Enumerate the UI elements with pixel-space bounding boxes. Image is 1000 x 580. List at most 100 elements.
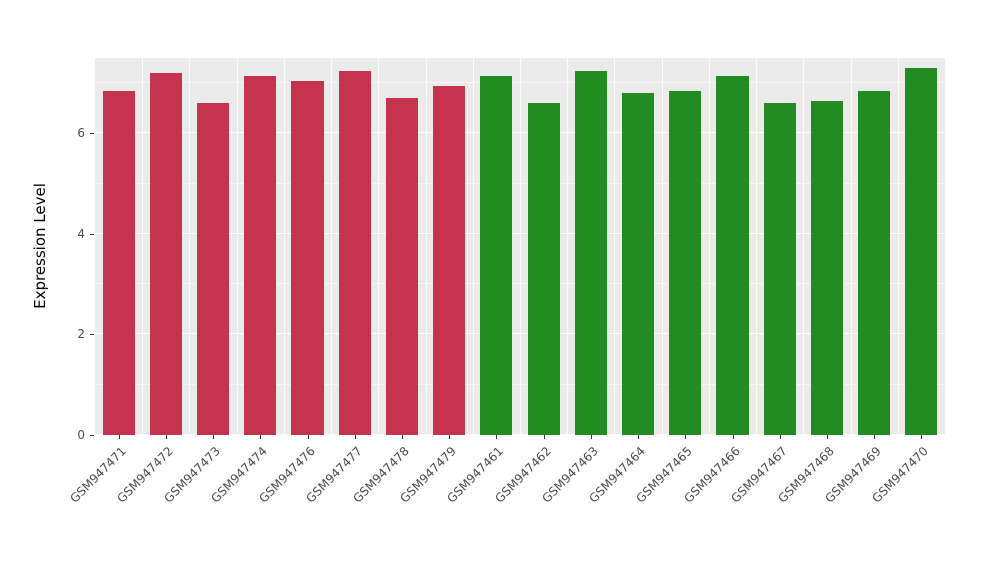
bar-slot bbox=[378, 58, 425, 435]
bar-slot bbox=[520, 58, 567, 435]
bar-slot bbox=[803, 58, 850, 435]
bar-GSM947476 bbox=[291, 80, 324, 435]
bar-slot bbox=[237, 58, 284, 435]
gridline-vertical bbox=[708, 58, 710, 435]
x-tick-label-GSM947465: GSM947465 bbox=[633, 444, 696, 506]
gridline-vertical bbox=[614, 58, 616, 435]
x-tick-mark bbox=[307, 435, 309, 439]
x-tick-mark bbox=[921, 435, 923, 439]
bar-slot bbox=[142, 58, 189, 435]
x-tick-label-GSM947473: GSM947473 bbox=[161, 444, 223, 506]
bar-GSM947473 bbox=[197, 103, 230, 435]
x-tick-label-GSM947462: GSM947462 bbox=[491, 444, 554, 506]
bar-slot bbox=[189, 58, 236, 435]
bar-GSM947461 bbox=[480, 75, 513, 435]
x-tick-mark bbox=[401, 435, 403, 439]
gridline-vertical bbox=[803, 58, 805, 435]
x-tick-mark bbox=[543, 435, 545, 439]
bar-slot bbox=[426, 58, 473, 435]
gridline-vertical bbox=[567, 58, 569, 435]
bar-slot bbox=[851, 58, 898, 435]
bar-GSM947465 bbox=[669, 90, 702, 435]
gridline-vertical bbox=[756, 58, 758, 435]
x-tick-mark bbox=[354, 435, 356, 439]
bar-slot bbox=[567, 58, 614, 435]
bar-slot bbox=[95, 58, 142, 435]
bar-GSM947470 bbox=[905, 68, 938, 435]
x-tick-mark bbox=[685, 435, 687, 439]
bar-slot bbox=[284, 58, 331, 435]
x-tick-label-GSM947479: GSM947479 bbox=[397, 444, 460, 506]
bar-GSM947466 bbox=[716, 75, 749, 435]
x-tick-mark bbox=[779, 435, 781, 439]
x-tick-mark bbox=[213, 435, 215, 439]
x-tick-mark bbox=[874, 435, 876, 439]
bar-slot bbox=[473, 58, 520, 435]
gridline-vertical bbox=[283, 58, 285, 435]
x-tick-mark bbox=[449, 435, 451, 439]
y-tick-mark bbox=[90, 435, 94, 436]
gridline-vertical bbox=[850, 58, 852, 435]
bar-slot bbox=[756, 58, 803, 435]
y-tick-mark bbox=[90, 233, 94, 235]
bar-GSM947472 bbox=[149, 73, 182, 435]
x-tick-label-GSM947470: GSM947470 bbox=[869, 444, 932, 506]
x-tick-label-GSM947461: GSM947461 bbox=[444, 444, 507, 506]
x-tick-mark bbox=[590, 435, 592, 439]
gridline-vertical bbox=[472, 58, 474, 435]
x-tick-label-GSM947474: GSM947474 bbox=[208, 444, 271, 506]
y-tick-label: 0 bbox=[77, 428, 85, 442]
x-tick-label-GSM947471: GSM947471 bbox=[66, 444, 129, 506]
bar-GSM947477 bbox=[338, 70, 371, 435]
plot-panel bbox=[95, 58, 945, 435]
bar-GSM947464 bbox=[621, 93, 655, 435]
bar-slot bbox=[331, 58, 378, 435]
y-tick-label: 2 bbox=[77, 327, 85, 342]
bar-slot bbox=[662, 58, 709, 435]
x-tick-label-GSM947463: GSM947463 bbox=[539, 444, 601, 506]
x-tick-mark bbox=[826, 435, 828, 439]
bar-slot bbox=[898, 58, 945, 435]
x-tick-label-GSM947477: GSM947477 bbox=[303, 444, 365, 506]
bar-GSM947474 bbox=[244, 75, 277, 435]
x-tick-label-GSM947478: GSM947478 bbox=[350, 444, 412, 506]
y-tick-mark bbox=[90, 334, 94, 336]
bar-GSM947467 bbox=[763, 103, 796, 435]
gridline-vertical bbox=[661, 58, 663, 435]
gridline-vertical bbox=[378, 58, 380, 435]
bar-GSM947462 bbox=[527, 103, 560, 435]
gridline-vertical bbox=[189, 58, 191, 435]
y-tick-label: 4 bbox=[77, 226, 85, 241]
x-tick-label-GSM947468: GSM947468 bbox=[775, 444, 837, 506]
y-axis-label: Expression Level bbox=[31, 183, 49, 309]
y-tick-label: 6 bbox=[77, 126, 85, 141]
gridline-vertical bbox=[425, 58, 427, 435]
x-tick-label-GSM947476: GSM947476 bbox=[255, 444, 318, 506]
gridline-vertical bbox=[897, 58, 899, 435]
gridline-vertical bbox=[236, 58, 238, 435]
x-tick-mark bbox=[638, 435, 640, 439]
bar-GSM947478 bbox=[385, 98, 418, 435]
x-tick-mark bbox=[496, 435, 498, 439]
x-tick-mark bbox=[260, 435, 262, 439]
gridline-vertical bbox=[142, 58, 144, 435]
x-tick-label-GSM947466: GSM947466 bbox=[680, 444, 743, 506]
x-tick-label-GSM947469: GSM947469 bbox=[822, 444, 885, 506]
x-tick-label-GSM947472: GSM947472 bbox=[114, 444, 176, 506]
gridline-vertical bbox=[520, 58, 521, 435]
y-tick-mark bbox=[90, 133, 94, 135]
bar-GSM947469 bbox=[858, 90, 891, 435]
bar-slot bbox=[709, 58, 756, 435]
bar-GSM947471 bbox=[102, 90, 135, 435]
x-tick-mark bbox=[732, 435, 734, 439]
bars-layer bbox=[95, 58, 945, 435]
x-tick-label-GSM947464: GSM947464 bbox=[586, 444, 648, 506]
gridline-vertical bbox=[331, 58, 333, 435]
x-tick-label-GSM947467: GSM947467 bbox=[728, 444, 790, 506]
bar-slot bbox=[614, 58, 661, 435]
bar-GSM947479 bbox=[433, 85, 466, 435]
x-tick-mark bbox=[165, 435, 167, 439]
bar-GSM947463 bbox=[574, 70, 607, 435]
bar-GSM947468 bbox=[810, 100, 843, 435]
